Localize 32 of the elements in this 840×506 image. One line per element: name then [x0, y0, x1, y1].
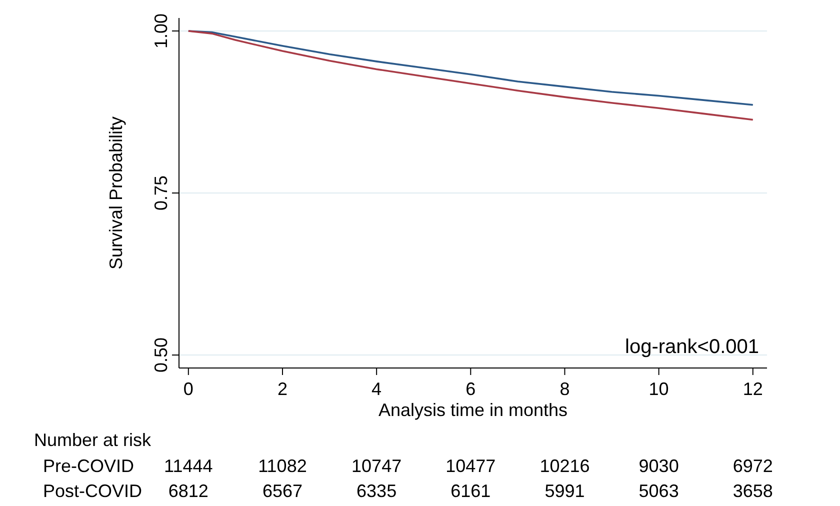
text: Post-COVID: [43, 481, 142, 501]
text: 6161: [450, 481, 491, 501]
y-axis-title: Survival Probability: [106, 116, 126, 270]
x-tick-label: 12: [742, 379, 763, 399]
text: 9030: [638, 456, 679, 476]
text: 6812: [168, 481, 208, 501]
y-tick-label: 0.75: [151, 175, 171, 211]
text: 5991: [544, 481, 585, 501]
text: 6972: [732, 456, 773, 476]
x-tick-label: 8: [560, 379, 570, 399]
text: 10216: [540, 456, 590, 476]
x-axis-title: Analysis time in months: [378, 400, 568, 420]
text: 10477: [446, 456, 496, 476]
text: 10747: [352, 456, 402, 476]
x-tick-label: 4: [372, 379, 382, 399]
text: Pre-COVID: [43, 456, 134, 476]
text: 11082: [258, 456, 307, 476]
text: 3658: [732, 481, 773, 501]
text: Number at risk: [34, 430, 152, 450]
text: 6567: [262, 481, 303, 501]
annotation: log-rank<0.001: [625, 336, 759, 358]
y-tick-label: 0.50: [151, 338, 171, 373]
x-tick-label: 10: [648, 379, 669, 399]
line-series: [188, 30, 754, 121]
text: 5063: [638, 481, 679, 501]
y-tick-label: 1.00: [151, 13, 171, 48]
x-tick-label: 6: [466, 379, 476, 399]
x-tick-label: 2: [277, 379, 288, 399]
text: 6335: [356, 481, 397, 501]
text: 11444: [164, 456, 213, 476]
x-tick-label: 0: [183, 379, 194, 399]
line-series: [188, 30, 754, 106]
